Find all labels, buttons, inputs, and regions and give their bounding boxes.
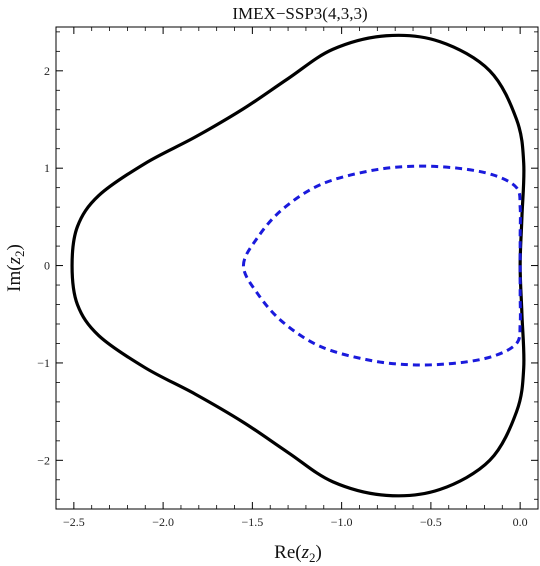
- y-axis-label-subscript: 2: [12, 250, 27, 257]
- chart-title: IMEX−SSP3(4,3,3): [232, 4, 367, 23]
- x-tick-label: −1.0: [331, 515, 353, 529]
- y-tick-label: 2: [44, 64, 50, 78]
- y-axis-label-variable: z: [4, 256, 25, 265]
- x-axis-label: Re(z2): [274, 542, 322, 565]
- y-tick-label: −1: [37, 356, 50, 370]
- y-tick-label: 0: [44, 259, 50, 273]
- y-tick-label: −2: [37, 453, 50, 467]
- y-axis-label-prefix: Im(: [4, 264, 25, 291]
- x-axis-label-variable: z: [301, 542, 310, 563]
- series-layer: [70, 33, 526, 498]
- x-axis-label-subscript: 2: [309, 550, 316, 565]
- x-tick-label: −1.5: [241, 515, 263, 529]
- x-tick-label: −2.0: [152, 515, 174, 529]
- x-axis-label-suffix: ): [316, 542, 322, 563]
- x-axis-ticks: −2.5 −2.0 −1.5 −1.0 −0.5 0.0: [55, 27, 539, 529]
- plot-frame: [55, 26, 539, 510]
- series-dashed-curve: [241, 164, 522, 367]
- x-tick-label: −2.5: [63, 515, 85, 529]
- y-axis-ticks: −2 −1 0 1 2: [37, 31, 538, 500]
- x-axis-label-prefix: Re(: [274, 542, 301, 563]
- y-axis-label: Im(z2): [4, 244, 27, 292]
- x-tick-label: −0.5: [420, 515, 442, 529]
- y-axis-label-suffix: ): [4, 244, 25, 250]
- x-tick-label: 0.0: [513, 515, 528, 529]
- y-tick-label: 1: [44, 161, 50, 175]
